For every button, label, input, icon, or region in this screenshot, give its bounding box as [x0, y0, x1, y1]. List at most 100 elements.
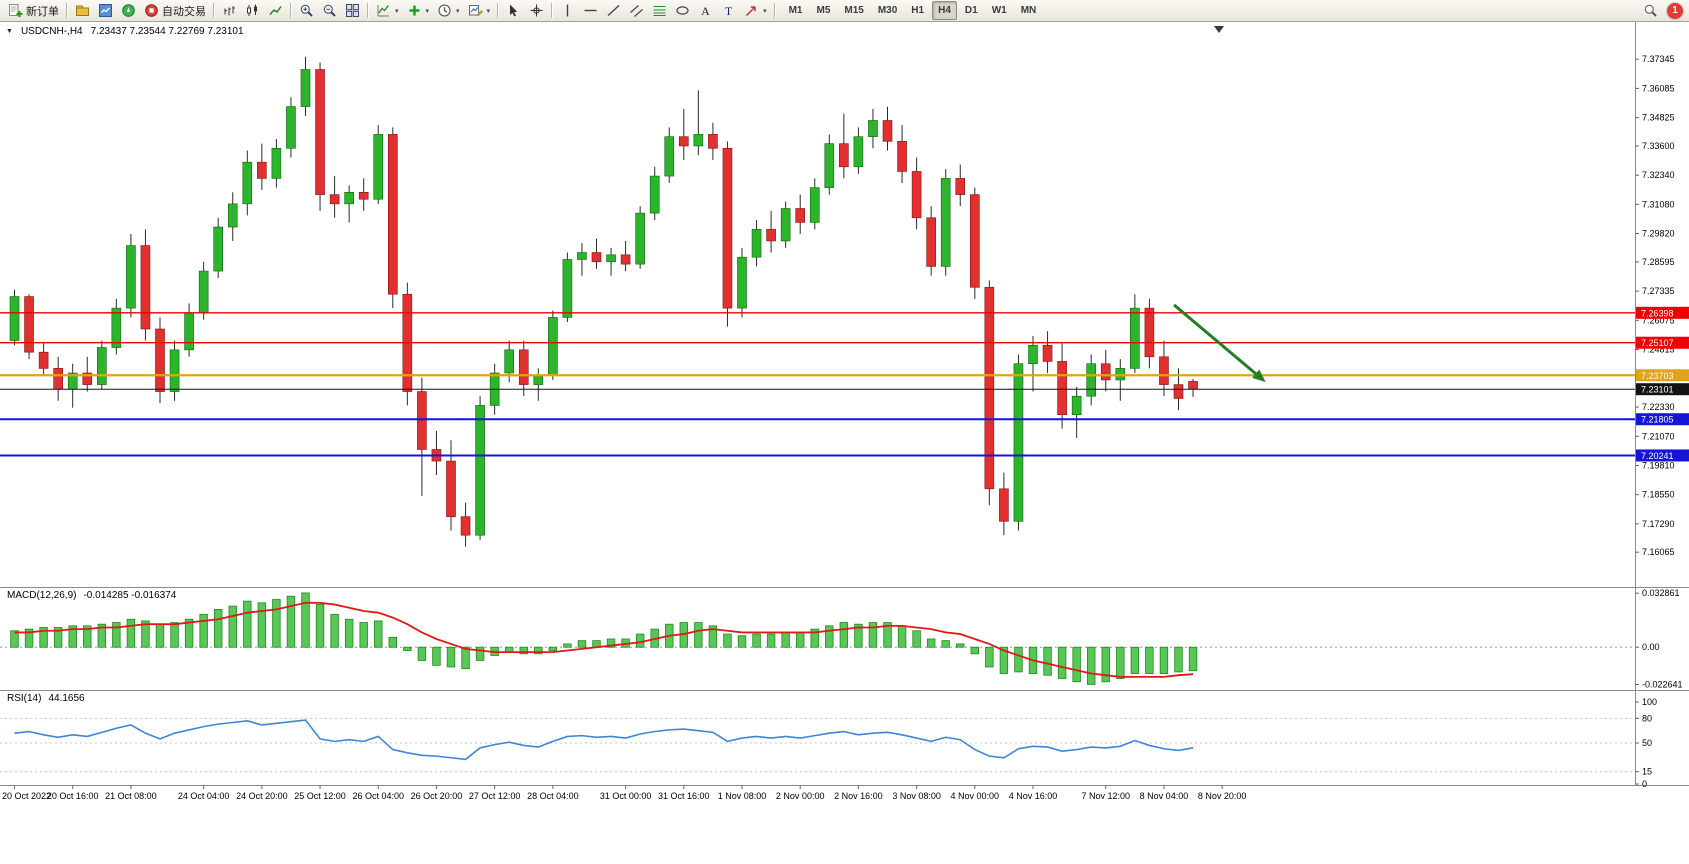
- candle: [882, 120, 893, 142]
- vertical-line-button[interactable]: [556, 1, 579, 20]
- candle: [315, 69, 325, 195]
- svg-text:7.28595: 7.28595: [1642, 257, 1675, 267]
- macd-bar: [141, 620, 150, 648]
- macd-bar: [388, 636, 397, 648]
- timeframe-h1-button[interactable]: H1: [905, 1, 930, 20]
- chart-canvas[interactable]: 7.37345 7.36085 7.34825 7.33600 7.32340 7.310…: [0, 22, 1689, 864]
- window-menu-icon[interactable]: ▼: [6, 28, 13, 35]
- label-button[interactable]: T: [717, 1, 740, 20]
- candle: [1188, 381, 1198, 390]
- text-button[interactable]: A: [694, 1, 717, 20]
- macd-bar: [563, 643, 572, 648]
- timeframe-m15-button[interactable]: M15: [838, 1, 869, 20]
- macd-bar: [184, 618, 194, 648]
- candle: [751, 229, 762, 258]
- search-button[interactable]: [1639, 1, 1662, 20]
- macd-bar: [112, 622, 121, 648]
- macd-bar: [577, 640, 587, 648]
- candle: [591, 252, 602, 263]
- tile-windows-button[interactable]: [341, 1, 364, 20]
- candle: [38, 351, 49, 369]
- candle: [911, 171, 922, 219]
- cursor-button[interactable]: [502, 1, 525, 20]
- macd-bar: [708, 625, 718, 648]
- price-tag: 7.21805: [1636, 413, 1689, 426]
- macd-bar: [257, 602, 267, 648]
- periods-button[interactable]: ▾: [433, 1, 464, 20]
- macd-bar: [286, 595, 296, 648]
- macd-bar: [635, 633, 645, 648]
- panel-frame: [0, 22, 1689, 786]
- macd-bar: [10, 630, 19, 648]
- timeframe-m1-button[interactable]: M1: [783, 1, 809, 20]
- svg-text:7.34825: 7.34825: [1642, 113, 1675, 123]
- line-chart-button[interactable]: [264, 1, 287, 20]
- zoom-out-button[interactable]: [318, 1, 341, 20]
- candle: [1144, 307, 1155, 358]
- shapes-button[interactable]: [671, 1, 694, 20]
- candle: [955, 178, 966, 195]
- macd-bar: [39, 627, 48, 648]
- candle: [620, 254, 631, 265]
- svg-text:0: 0: [1642, 779, 1647, 789]
- crosshair-button[interactable]: [525, 1, 548, 20]
- timeframe-h4-button[interactable]: H4: [932, 1, 957, 20]
- trend-arrow[interactable]: [1173, 303, 1266, 383]
- svg-text:7.21805: 7.21805: [1641, 415, 1674, 425]
- notification-badge[interactable]: 1: [1667, 2, 1683, 19]
- new-order-button[interactable]: 新订单: [4, 1, 63, 20]
- candle: [649, 175, 660, 214]
- candle: [373, 134, 384, 200]
- zoom-in-button[interactable]: [295, 1, 318, 20]
- candlestick-chart-button[interactable]: [241, 1, 264, 20]
- svg-text:24 Oct 04:00: 24 Oct 04:00: [178, 791, 230, 801]
- timeframe-m30-button[interactable]: M30: [872, 1, 903, 20]
- svg-text:T: T: [725, 4, 733, 18]
- new-order-icon: [9, 4, 23, 17]
- toolbar-right: 1: [1639, 1, 1685, 20]
- svg-text:31 Oct 16:00: 31 Oct 16:00: [658, 791, 710, 801]
- macd-bar: [548, 646, 558, 651]
- templates-button[interactable]: ▾: [464, 1, 495, 20]
- macd-bar: [534, 646, 543, 655]
- navigator-button[interactable]: [117, 1, 140, 20]
- macd-bar: [1043, 646, 1052, 676]
- bar-chart-button[interactable]: [218, 1, 241, 20]
- macd-bar: [752, 633, 761, 648]
- chart-shift-marker[interactable]: [1214, 26, 1224, 33]
- add-indicator-button[interactable]: ▾: [403, 1, 434, 20]
- profiles-button[interactable]: [71, 1, 94, 20]
- horizontal-line-button[interactable]: [579, 1, 602, 20]
- candle: [678, 136, 689, 147]
- candle: [242, 161, 253, 205]
- timeframe-mn-button[interactable]: MN: [1015, 1, 1043, 20]
- candle: [1071, 395, 1082, 416]
- market-watch-button[interactable]: [94, 1, 117, 20]
- svg-text:7 Nov 12:00: 7 Nov 12:00: [1081, 791, 1130, 801]
- macd-bar: [1116, 646, 1125, 679]
- indicators-button[interactable]: ▾: [372, 1, 403, 20]
- timeframe-w1-button[interactable]: W1: [986, 1, 1013, 20]
- channel-button[interactable]: [625, 1, 648, 20]
- navigator-icon: [122, 4, 135, 17]
- candle: [984, 286, 995, 490]
- price-axis: 7.37345 7.36085 7.34825 7.33600 7.32340 7.310…: [1635, 54, 1683, 789]
- svg-text:7.17290: 7.17290: [1642, 519, 1675, 529]
- auto-trading-button[interactable]: 自动交易: [140, 1, 210, 20]
- timeframe-m5-button[interactable]: M5: [810, 1, 836, 20]
- rsi-line: [14, 719, 1194, 761]
- line-chart-icon: [269, 6, 282, 15]
- candle: [708, 134, 718, 149]
- text-icon: A: [701, 4, 710, 18]
- trendline-button[interactable]: [602, 1, 625, 20]
- timeframe-d1-button[interactable]: D1: [959, 1, 984, 20]
- fibonacci-button[interactable]: [648, 1, 671, 20]
- macd-bar: [737, 635, 747, 648]
- candle: [9, 296, 20, 341]
- chevron-down-icon: ▾: [486, 7, 491, 15]
- candle: [446, 460, 456, 517]
- candle: [1159, 356, 1169, 385]
- arrows-button[interactable]: ▾: [740, 1, 771, 20]
- price-tag: 7.25107: [1636, 336, 1689, 349]
